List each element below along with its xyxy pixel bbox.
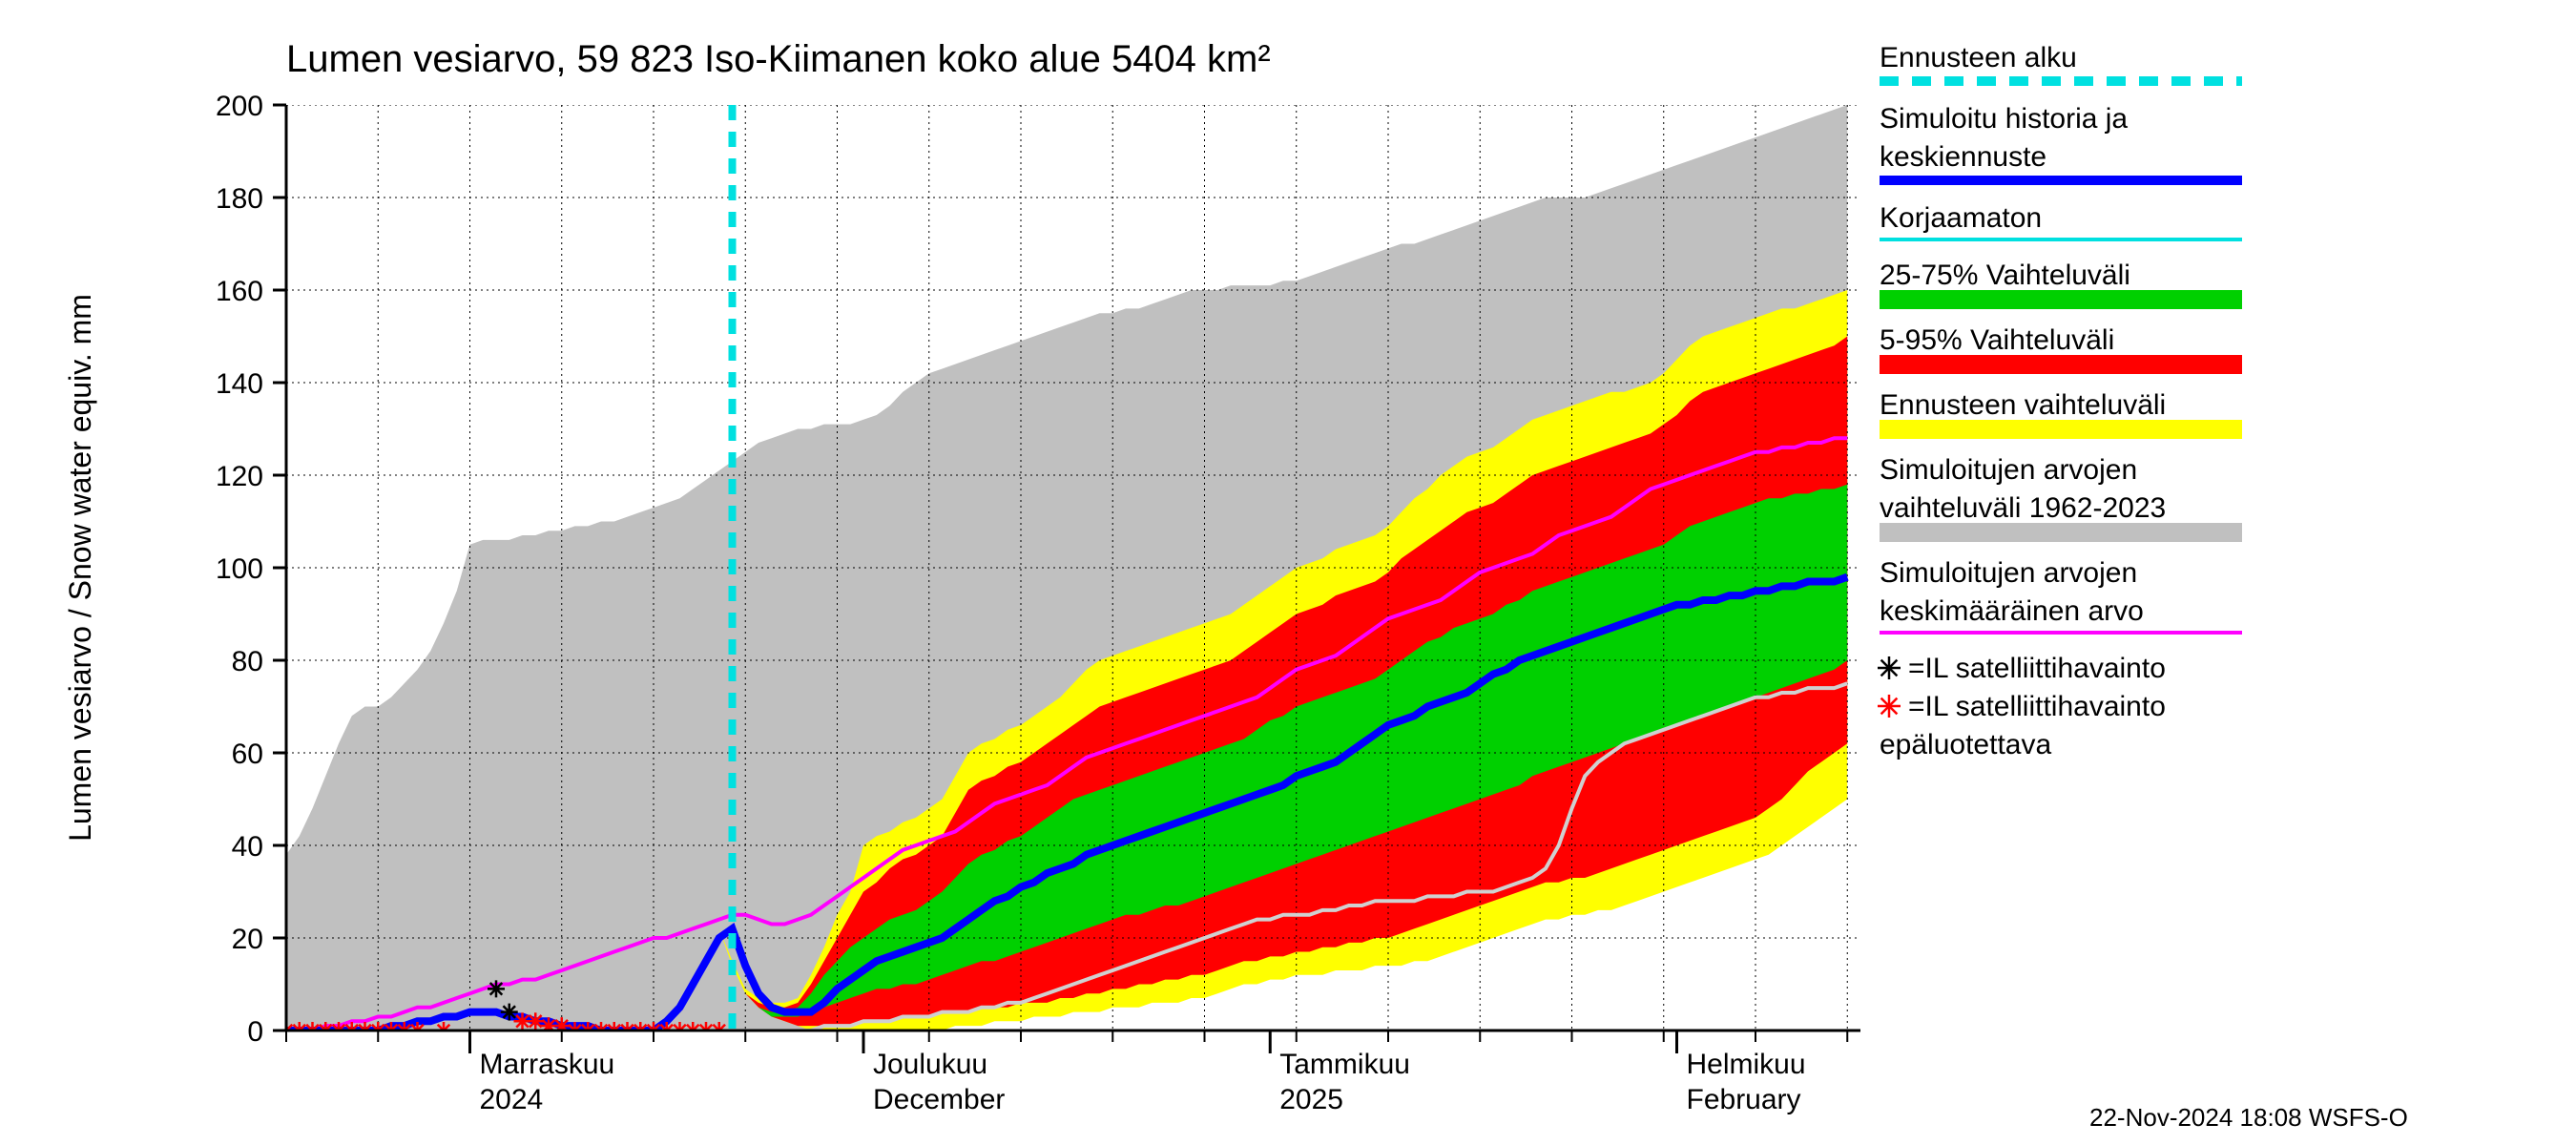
y-tick-label: 140	[216, 368, 263, 400]
y-tick-label: 180	[216, 183, 263, 215]
x-tick-label: February	[1687, 1084, 1801, 1115]
legend-label: Simuloitujen arvojen	[1880, 454, 2137, 486]
y-tick-label: 200	[216, 91, 263, 122]
chart-title: Lumen vesiarvo, 59 823 Iso-Kiimanen koko…	[286, 38, 1271, 80]
legend-label: 25-75% Vaihteluväli	[1880, 260, 2130, 291]
legend-label: Simuloitu historia ja	[1880, 103, 2128, 135]
legend-label: keskimääräinen arvo	[1880, 595, 2144, 627]
x-tick-label: 2025	[1279, 1084, 1343, 1115]
x-tick-label: Tammikuu	[1279, 1049, 1410, 1080]
legend-label: 5-95% Vaihteluväli	[1880, 324, 2114, 356]
legend-label: vaihteluväli 1962-2023	[1880, 492, 2166, 524]
y-tick-label: 20	[232, 924, 263, 955]
x-tick-label: 2024	[480, 1084, 544, 1115]
chart-container: 0 20 40 60 80 100 120 140 160 180 200 Marraskuu 2024…	[0, 0, 2576, 1145]
legend-swatch	[1880, 355, 2242, 374]
legend-label: keskiennuste	[1880, 141, 2046, 173]
y-tick-label: 80	[232, 646, 263, 677]
y-tick-label: 0	[247, 1016, 263, 1048]
y-tick-label: 60	[232, 739, 263, 770]
y-axis-label: Lumen vesiarvo / Snow water equiv. mm	[63, 294, 97, 842]
x-tick-label: Marraskuu	[480, 1049, 615, 1080]
chart-svg: 0 20 40 60 80 100 120 140 160 180 200 Marraskuu 2024…	[0, 0, 2576, 1145]
legend-swatch	[1880, 290, 2242, 309]
legend-swatch	[1880, 523, 2242, 542]
legend-label: =IL satelliittihavainto	[1908, 691, 2166, 722]
y-tick-label: 100	[216, 553, 263, 585]
chart-footer: 22-Nov-2024 18:08 WSFS-O	[2089, 1103, 2408, 1132]
legend-label: =IL satelliittihavainto	[1908, 653, 2166, 684]
observation-marker	[1878, 695, 1901, 718]
x-tick-label: Joulukuu	[873, 1049, 987, 1080]
legend-label: Ennusteen alku	[1880, 42, 2077, 73]
legend-label: Simuloitujen arvojen	[1880, 557, 2137, 589]
legend-label: Ennusteen vaihteluväli	[1880, 389, 2166, 421]
y-tick-label: 40	[232, 831, 263, 863]
legend-label: epäluotettava	[1880, 729, 2051, 760]
observation-marker	[1878, 656, 1901, 679]
x-tick-label: December	[873, 1084, 1005, 1115]
legend-swatch	[1880, 420, 2242, 439]
x-tick-label: Helmikuu	[1687, 1049, 1806, 1080]
y-tick-label: 120	[216, 461, 263, 492]
y-tick-label: 160	[216, 276, 263, 307]
legend-label: Korjaamaton	[1880, 202, 2042, 234]
